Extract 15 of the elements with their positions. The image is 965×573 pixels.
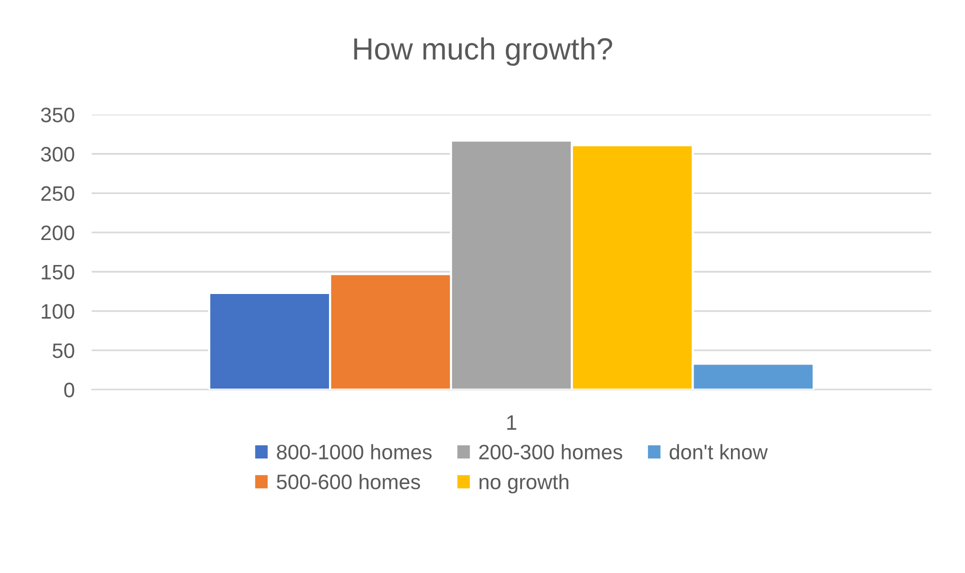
- legend-label: don't know: [670, 444, 768, 460]
- y-tick-label: 300: [41, 146, 74, 162]
- chart-title: How much growth?: [354, 37, 612, 66]
- y-tick-label: 100: [42, 304, 74, 319]
- y-tick-label: 50: [52, 343, 74, 358]
- y-tick-label: 250: [41, 186, 74, 201]
- legend-label: 800-1000 homes: [276, 444, 432, 460]
- y-tick-label: 200: [41, 225, 74, 240]
- y-tick-label: 150: [42, 264, 74, 280]
- y-tick-label: 0: [64, 382, 74, 398]
- legend-label: no growth: [480, 474, 568, 494]
- legend-label: 500-600 homes: [276, 474, 420, 490]
- x-tick-label: 1: [507, 415, 516, 430]
- legend-label: 200-300 homes: [479, 444, 622, 460]
- y-tick-label: 350: [41, 108, 74, 122]
